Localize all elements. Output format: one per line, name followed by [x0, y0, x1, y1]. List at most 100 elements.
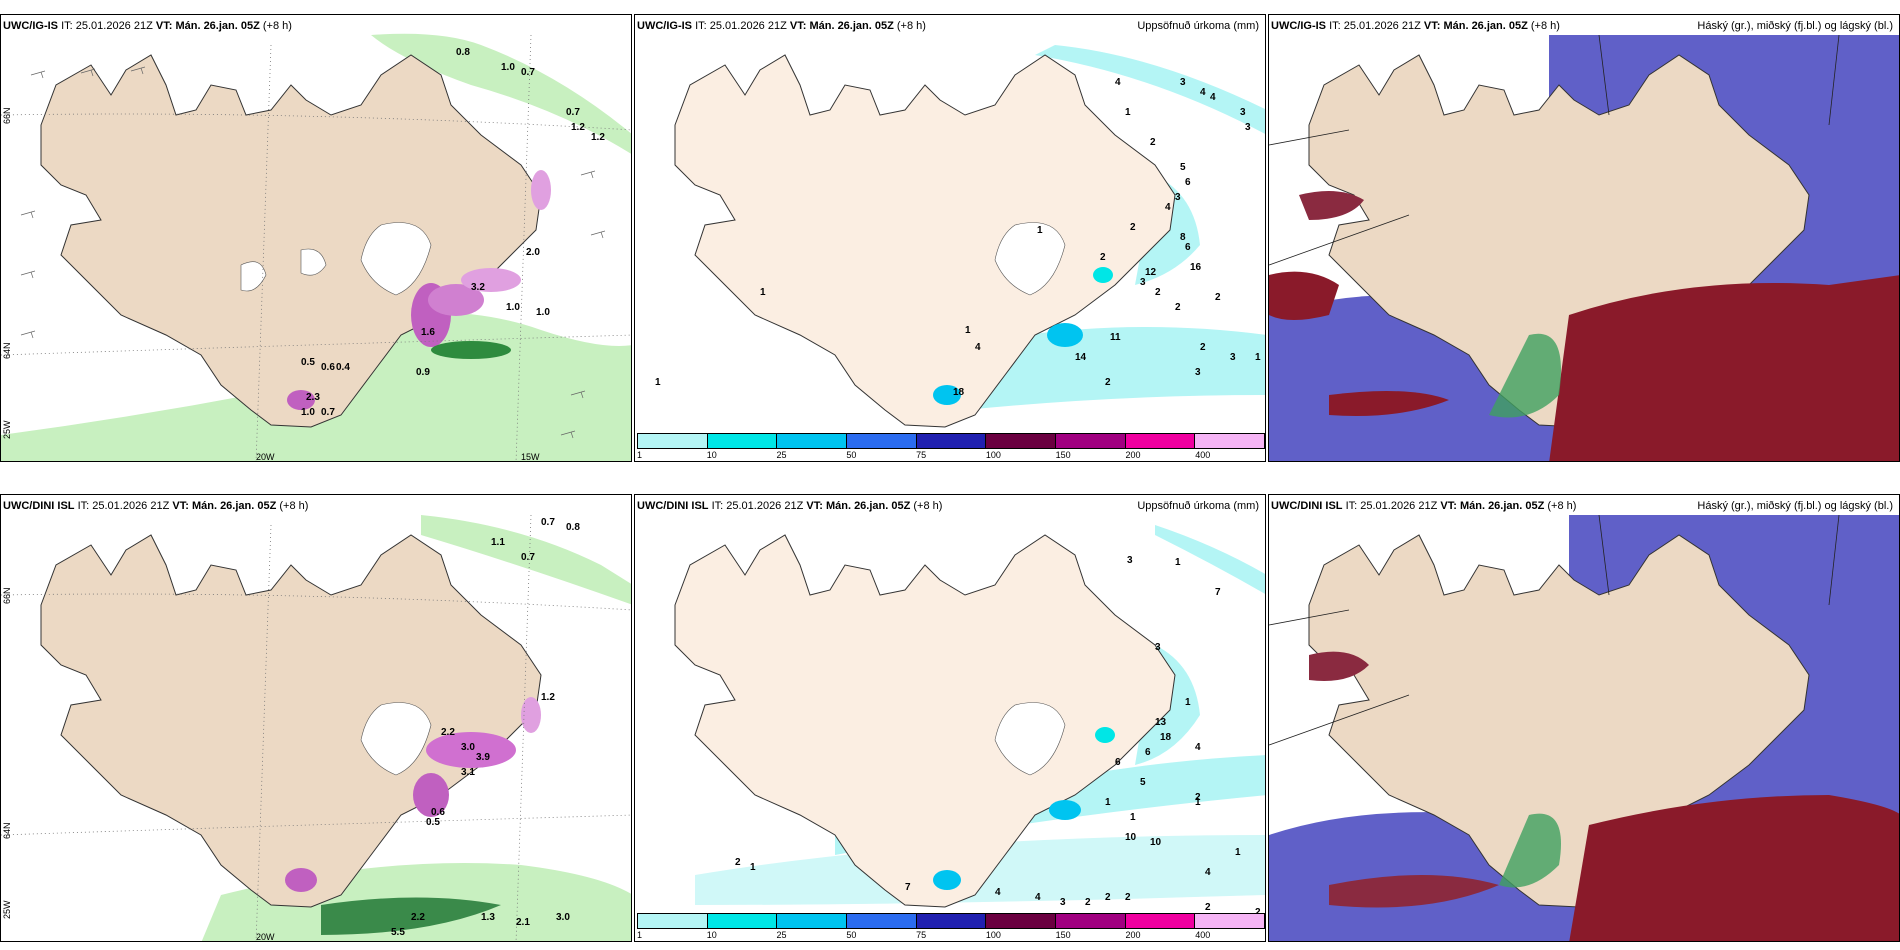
panel-cloud-dini: UWC/DINI ISL IT: 25.01.2026 21Z VT: Mán.… — [1268, 494, 1900, 942]
value-label: 5.5 — [391, 927, 405, 938]
value-label: 6 — [1145, 747, 1151, 758]
cloud-map — [1269, 514, 1899, 941]
value-label: 6 — [1185, 177, 1191, 188]
value-label: 2 — [1215, 292, 1221, 303]
colorbar-tick: 25 — [776, 450, 787, 460]
value-label: 4 — [1035, 892, 1041, 903]
value-label: 4 — [1115, 77, 1121, 88]
value-label: 1.2 — [571, 122, 585, 133]
value-label: 1.6 — [421, 327, 435, 338]
value-label: 2 — [1100, 252, 1106, 263]
value-label: 3 — [1140, 277, 1146, 288]
value-label: 1 — [1175, 557, 1181, 568]
colorbar-cell — [638, 914, 708, 928]
value-label: 2 — [1155, 287, 1161, 298]
panel-snow-igis: UWC/IG-IS IT: 25.01.2026 21Z VT: Mán. 26… — [0, 14, 632, 462]
value-label: 1 — [1255, 352, 1261, 363]
value-label: 1.3 — [481, 912, 495, 923]
panel-header: UWC/DINI ISL IT: 25.01.2026 21Z VT: Mán.… — [637, 500, 943, 512]
panel-header: UWC/DINI ISL IT: 25.01.2026 21Z VT: Mán.… — [3, 500, 309, 512]
value-label: 3 — [1060, 897, 1066, 908]
value-label: 7 — [905, 882, 911, 893]
value-label: 0.7 — [541, 517, 555, 528]
value-label: 2.2 — [441, 727, 455, 738]
panel-header: UWC/IG-IS IT: 25.01.2026 21Z VT: Mán. 26… — [3, 20, 292, 32]
colorbar-cell — [916, 914, 987, 928]
value-label: 4 — [1210, 92, 1216, 103]
panel-snow-dini: UWC/DINI ISL IT: 25.01.2026 21Z VT: Mán.… — [0, 494, 632, 942]
colorbar-tick: 200 — [1125, 930, 1141, 940]
panel-precip-igis: UWC/IG-IS IT: 25.01.2026 21Z VT: Mán. 26… — [634, 14, 1266, 462]
value-label: 4 — [1200, 87, 1206, 98]
value-label: 18 — [1160, 732, 1172, 743]
colorbar-tick: 100 — [985, 450, 1001, 460]
value-label: 2.0 — [526, 247, 540, 258]
colorbar-cell — [1195, 914, 1265, 928]
value-label: 2 — [1150, 137, 1156, 148]
value-label: 3 — [1175, 192, 1181, 203]
value-label: 0.7 — [521, 67, 535, 78]
value-label: 3 — [1155, 642, 1161, 653]
colorbar-cell — [986, 434, 1057, 448]
colorbar-tick: 1 — [637, 450, 643, 460]
value-label: 1 — [965, 325, 971, 336]
panel-cloud-igis: UWC/IG-IS IT: 25.01.2026 21Z VT: Mán. 26… — [1268, 14, 1900, 462]
value-label: 4 — [975, 342, 981, 353]
value-label: 0.6 — [431, 807, 445, 818]
value-label: 18 — [953, 387, 965, 398]
colorbar-cell — [707, 914, 778, 928]
value-label: 8 — [1180, 232, 1186, 243]
colorbar-cell — [1056, 434, 1126, 448]
value-label: 2 — [1200, 342, 1206, 353]
value-label: 0.8 — [456, 47, 470, 58]
panel-header: UWC/DINI ISL IT: 25.01.2026 21Z VT: Mán.… — [1271, 500, 1577, 512]
value-label: 3.1 — [461, 767, 475, 778]
colorbar-cell — [777, 434, 848, 448]
value-label: 2.1 — [516, 917, 530, 928]
colorbar-cell — [847, 914, 917, 928]
value-label: 0.7 — [566, 107, 580, 118]
value-label: 2 — [1175, 302, 1181, 313]
panel-title: Uppsöfnuð úrkoma (mm) — [1137, 500, 1259, 512]
colorbar-cell — [777, 914, 848, 928]
value-label: 7 — [1215, 587, 1221, 598]
value-label: 14 — [1075, 352, 1087, 363]
colorbar-cell — [1195, 434, 1265, 448]
value-label: 4 — [1165, 202, 1171, 213]
lon-label: 20W — [256, 452, 275, 462]
value-label: 1.0 — [301, 407, 315, 418]
colorbar-cell — [1125, 914, 1196, 928]
value-label: 1.0 — [501, 62, 515, 73]
colorbar-tick: 150 — [1055, 450, 1071, 460]
value-label: 6 — [1185, 242, 1191, 253]
value-label: 3 — [1180, 77, 1186, 88]
colorbar-tick: 25 — [776, 930, 787, 940]
panel-title: Háský (gr.), miðský (fj.bl.) og lágský (… — [1697, 500, 1893, 512]
cloud-map — [1269, 34, 1899, 461]
value-label: 4 — [1195, 742, 1201, 753]
value-label: 1 — [1037, 225, 1043, 236]
colorbar-cell — [638, 434, 708, 448]
value-label: 10 — [1125, 832, 1137, 843]
value-label: 3.2 — [471, 282, 485, 293]
colorbar-tick: 200 — [1125, 450, 1141, 460]
value-label: 2.3 — [306, 392, 320, 403]
value-label: 2.2 — [411, 912, 425, 923]
panel-title: Háský (gr.), miðský (fj.bl.) og lágský (… — [1697, 20, 1893, 32]
value-label: 0.9 — [416, 367, 430, 378]
value-label: 1.2 — [591, 132, 605, 143]
colorbar-tick: 10 — [706, 450, 717, 460]
lon-label: 15W — [521, 452, 540, 462]
snow-value-labels: 0.8 1.0 0.7 0.7 1.2 1.2 2.0 3.2 1.0 1.0 1.6 0.9 0.5 0… — [301, 47, 605, 418]
value-label: 5 — [1180, 162, 1186, 173]
value-label: 1 — [1195, 797, 1201, 808]
panel-header: UWC/IG-IS IT: 25.01.2026 21Z VT: Mán. 26… — [637, 20, 926, 32]
value-label: 1 — [1125, 107, 1131, 118]
value-label: 1 — [1130, 812, 1136, 823]
value-label: 1.0 — [506, 302, 520, 313]
lat-label: 66N — [2, 587, 12, 604]
value-label: 3 — [1240, 107, 1246, 118]
value-label: 2 — [1105, 892, 1111, 903]
